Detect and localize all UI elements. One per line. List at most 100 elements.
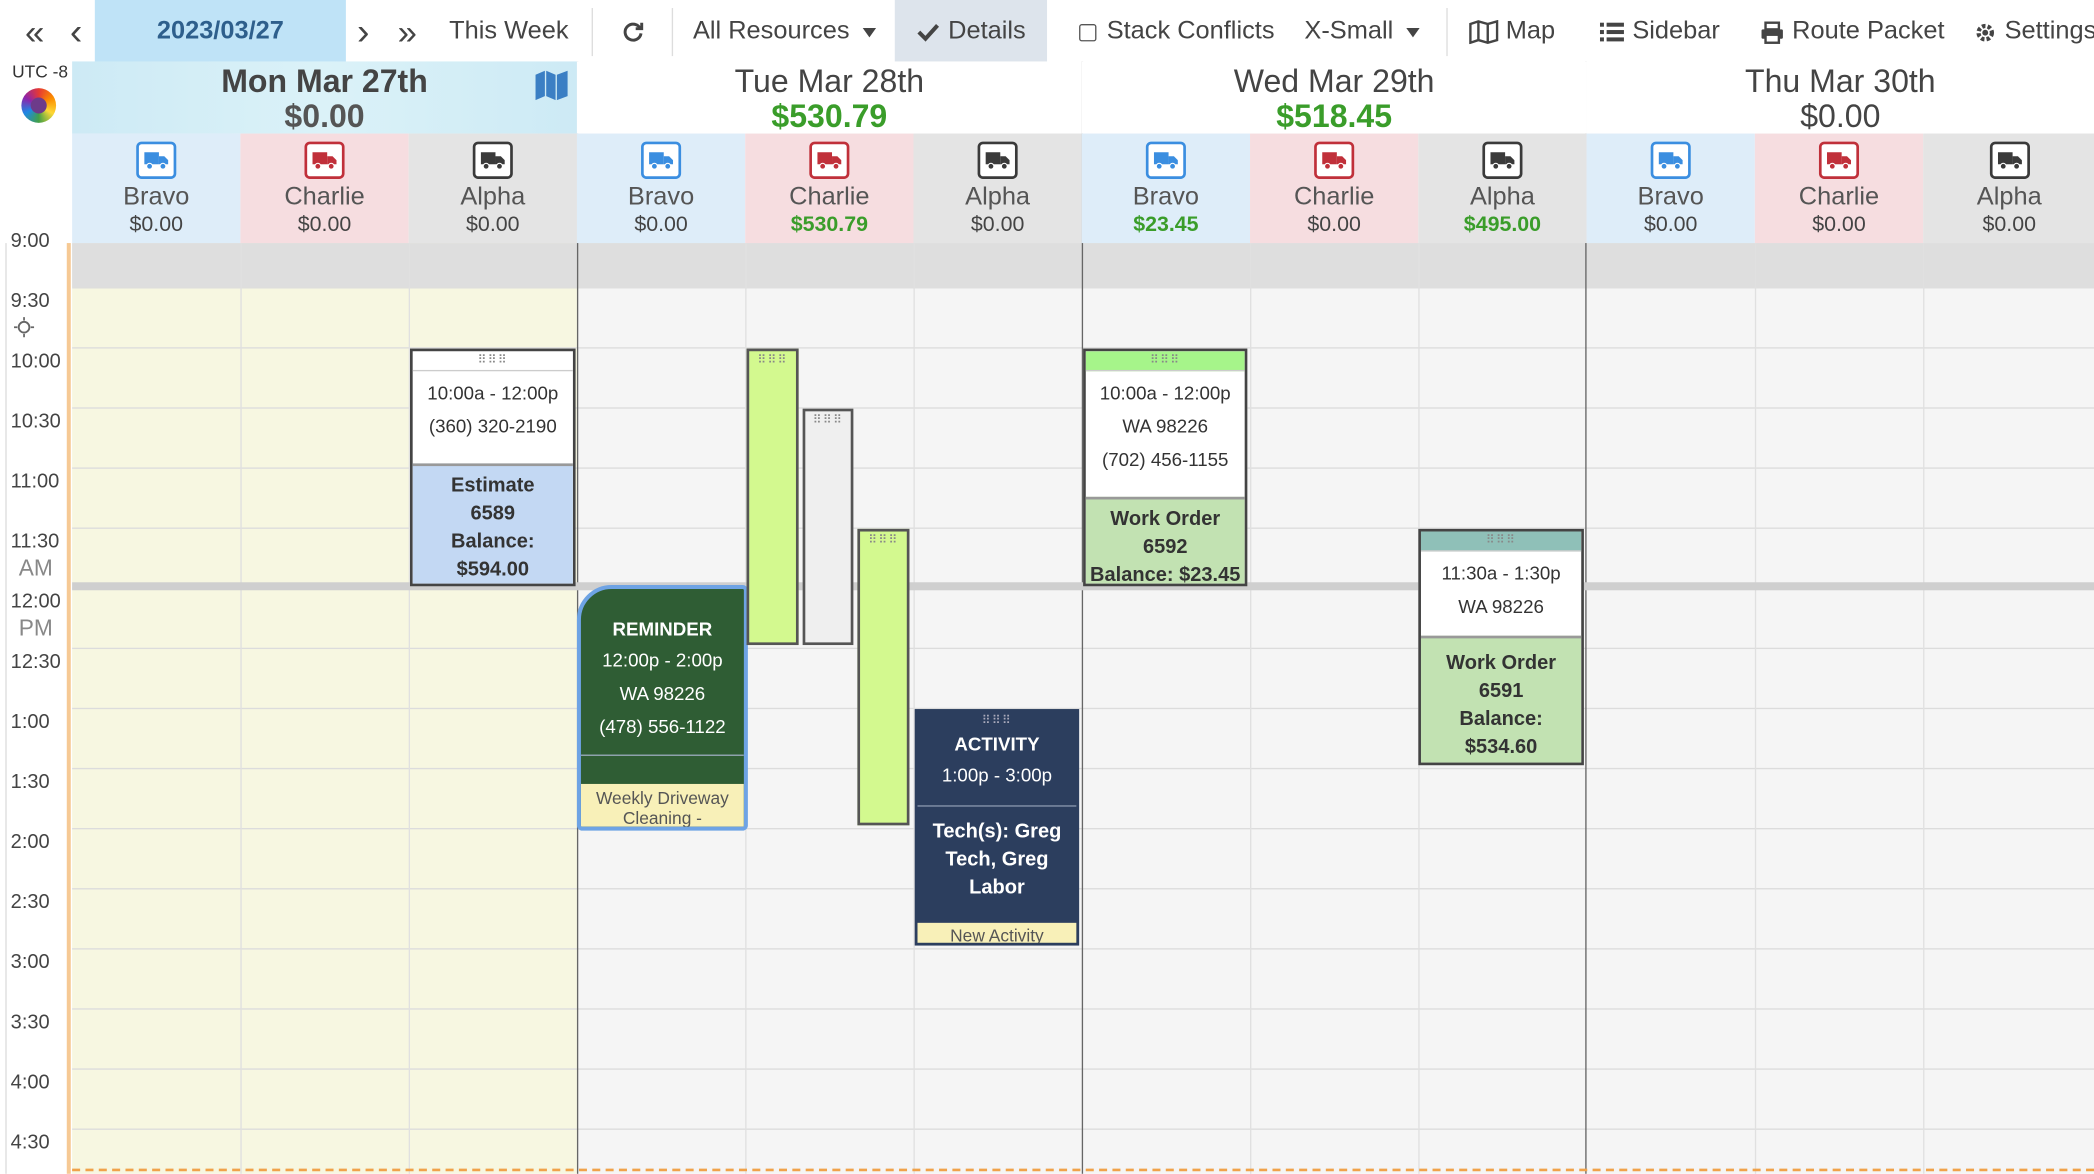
resource-total: $0.00 bbox=[1982, 213, 2036, 237]
day-header-mon[interactable]: Mon Mar 27th $0.00 bbox=[72, 61, 577, 135]
refresh-button[interactable] bbox=[601, 0, 665, 64]
sidebar-button[interactable]: Sidebar bbox=[1589, 0, 1731, 64]
event-phone: (702) 456-1155 bbox=[1101, 448, 1229, 471]
drag-handle[interactable]: ⠿⠿⠿ bbox=[412, 351, 573, 372]
current-time-edge bbox=[66, 243, 71, 1174]
map-label: Map bbox=[1505, 17, 1556, 46]
event-bar[interactable]: ⠿⠿⠿ bbox=[746, 348, 799, 646]
event-work-order-6591[interactable]: ⠿⠿⠿ 11:30a - 1:30p WA 98226 Work Order 6… bbox=[1418, 528, 1584, 766]
event-balance: Balance: $23.45 bbox=[1090, 563, 1241, 587]
day-column-divider bbox=[1585, 61, 1587, 1174]
resource-header[interactable]: Alpha $0.00 bbox=[408, 133, 577, 244]
event-activity[interactable]: ⠿⠿⠿ ACTIVITY 1:00p - 3:00p Tech(s): Greg… bbox=[914, 709, 1080, 946]
event-bar[interactable]: ⠿⠿⠿ bbox=[857, 528, 910, 826]
time-label: 9:30 bbox=[10, 289, 50, 313]
resource-total: $495.00 bbox=[1463, 213, 1542, 237]
day-header-thu[interactable]: Thu Mar 30th $0.00 bbox=[1586, 61, 2094, 134]
event-location: WA 98226 bbox=[1458, 595, 1544, 618]
drag-handle[interactable]: ⠿⠿⠿ bbox=[1085, 351, 1245, 372]
time-label: 9:00 bbox=[10, 229, 50, 253]
resource-header[interactable]: Alpha $495.00 bbox=[1418, 133, 1587, 244]
resource-header[interactable]: Bravo $0.00 bbox=[72, 133, 241, 244]
time-label: 3:30 bbox=[10, 1010, 50, 1034]
event-balance-label: Balance: bbox=[451, 530, 535, 553]
day-header-wed[interactable]: Wed Mar 29th $518.45 bbox=[1081, 61, 1587, 134]
event-balance-label: Balance: bbox=[1459, 707, 1543, 731]
day-header-tue[interactable]: Tue Mar 28th $530.79 bbox=[576, 61, 1082, 135]
size-dropdown[interactable]: X-Small bbox=[1295, 0, 1429, 64]
event-number: 6592 bbox=[1142, 535, 1188, 559]
prev-week-button[interactable]: « bbox=[25, 11, 45, 52]
map-button[interactable]: Map bbox=[1456, 0, 1568, 64]
resource-header[interactable]: Bravo $0.00 bbox=[576, 133, 746, 244]
next-week-button[interactable]: » bbox=[397, 11, 417, 52]
time-label: 10:00 bbox=[10, 349, 61, 373]
resource-name: Bravo bbox=[1132, 182, 1200, 212]
resource-name: Charlie bbox=[1798, 182, 1880, 212]
resource-total: $0.00 bbox=[1812, 213, 1866, 237]
map-icon[interactable] bbox=[534, 69, 569, 108]
prev-day-button[interactable]: ‹ bbox=[69, 10, 83, 53]
settings-button[interactable]: Settings bbox=[1974, 0, 2094, 64]
day-total: $530.79 bbox=[771, 98, 888, 135]
event-note: Weekly Driveway Cleaning - bbox=[580, 783, 744, 827]
stack-conflicts-toggle[interactable]: Stack Conflicts bbox=[1062, 0, 1292, 64]
resource-total: $0.00 bbox=[466, 213, 520, 237]
resources-dropdown[interactable]: All Resources bbox=[681, 0, 888, 64]
event-phone: (478) 556-1122 bbox=[599, 715, 726, 738]
resource-name: Alpha bbox=[460, 182, 526, 212]
time-marker bbox=[72, 1168, 2094, 1172]
day-name: Wed Mar 29th bbox=[1233, 64, 1435, 101]
resource-header[interactable]: Alpha $0.00 bbox=[913, 133, 1082, 244]
resource-header[interactable]: Charlie $530.79 bbox=[745, 133, 914, 244]
resource-header[interactable]: Charlie $0.00 bbox=[1250, 133, 1419, 244]
day-name: Thu Mar 30th bbox=[1744, 64, 1936, 101]
truck-icon bbox=[136, 141, 177, 179]
event-location: WA 98226 bbox=[1122, 415, 1209, 437]
route-packet-button[interactable]: Route Packet bbox=[1747, 0, 1958, 64]
resource-header[interactable]: Charlie $0.00 bbox=[240, 133, 409, 244]
event-title: Estimate bbox=[451, 474, 535, 497]
resource-header[interactable]: Bravo $23.45 bbox=[1081, 133, 1251, 244]
drag-handle[interactable]: ⠿⠿⠿ bbox=[1420, 531, 1582, 552]
resource-name: Charlie bbox=[789, 182, 870, 212]
event-time: 10:00a - 12:00p bbox=[1099, 381, 1231, 404]
resource-header[interactable]: Alpha $0.00 bbox=[1923, 133, 2094, 244]
resource-name: Bravo bbox=[627, 182, 695, 212]
time-label: 10:30 bbox=[10, 409, 61, 433]
truck-icon bbox=[1482, 141, 1523, 179]
time-label: 11:30 bbox=[10, 530, 60, 553]
event-bar[interactable]: ⠿⠿⠿ bbox=[802, 408, 854, 646]
details-label: Details bbox=[948, 17, 1026, 46]
event-estimate-6589[interactable]: ⠿⠿⠿ 10:00a - 12:00p (360) 320-2190 Estim… bbox=[409, 348, 576, 587]
check-icon bbox=[916, 21, 940, 42]
event-title: Work Order bbox=[1110, 507, 1221, 531]
time-label: 4:00 bbox=[10, 1071, 50, 1094]
resource-header[interactable]: Bravo $0.00 bbox=[1586, 133, 1755, 244]
resource-column-line bbox=[913, 243, 915, 1174]
event-work-order-6592[interactable]: ⠿⠿⠿ 10:00a - 12:00p WA 98226 (702) 456-1… bbox=[1083, 348, 1248, 587]
resource-header[interactable]: Charlie $0.00 bbox=[1754, 133, 1924, 244]
resource-total: $530.79 bbox=[790, 213, 868, 237]
drag-handle[interactable]: ⠿⠿⠿ bbox=[757, 352, 788, 366]
drag-handle[interactable]: ⠿⠿⠿ bbox=[868, 532, 899, 547]
event-balance: $594.00 bbox=[456, 558, 530, 581]
drag-handle[interactable]: ⠿⠿⠿ bbox=[981, 713, 1013, 727]
resource-total: $0.00 bbox=[634, 213, 688, 237]
drag-handle[interactable]: ⠿⠿⠿ bbox=[812, 412, 844, 427]
event-reminder[interactable]: REMINDER 12:00p - 2:00p WA 98226 (478) 5… bbox=[576, 584, 748, 831]
this-week-button[interactable]: This Week bbox=[449, 17, 569, 46]
settings-label: Settings bbox=[2004, 17, 2094, 46]
day-total: $0.00 bbox=[284, 98, 365, 135]
printer-icon bbox=[1760, 20, 1784, 44]
truck-icon bbox=[1650, 141, 1691, 179]
truck-icon bbox=[1989, 141, 2030, 179]
stack-conflicts-label: Stack Conflicts bbox=[1106, 17, 1275, 46]
color-wheel-icon[interactable] bbox=[21, 88, 57, 123]
resource-total: $0.00 bbox=[970, 213, 1025, 237]
time-label: 1:30 bbox=[10, 770, 50, 794]
next-day-button[interactable]: › bbox=[357, 10, 370, 53]
date-picker[interactable]: 2023/03/27 bbox=[94, 0, 346, 65]
details-toggle[interactable]: Details bbox=[894, 0, 1048, 65]
checkbox-icon bbox=[1078, 23, 1097, 41]
